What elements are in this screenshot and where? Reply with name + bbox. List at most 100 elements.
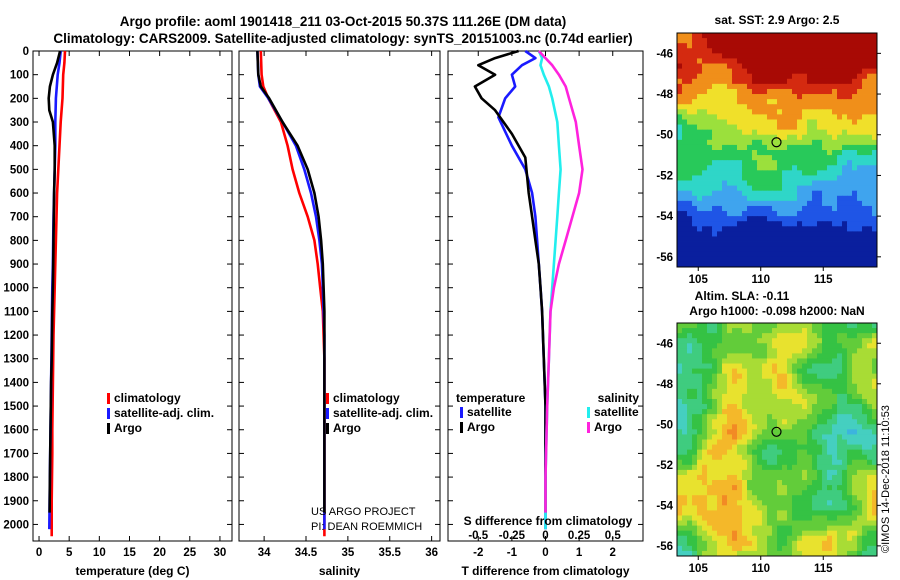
map-cell (837, 124, 843, 131)
map-cell (752, 99, 758, 105)
map-cell (857, 348, 863, 354)
map-cell (712, 195, 718, 202)
map-cell (782, 393, 788, 400)
map-cell (687, 520, 693, 527)
map-y-tick-label: -46 (656, 48, 673, 60)
map-cell (802, 246, 808, 253)
map-cell (782, 485, 788, 491)
map-cell (857, 444, 863, 451)
map-cell (817, 388, 823, 395)
map-cell (682, 160, 688, 166)
map-cell (687, 429, 693, 435)
map-cell (872, 429, 878, 435)
map-cell (792, 323, 798, 329)
map-cell (822, 393, 828, 400)
map-cell (712, 226, 718, 232)
map-cell (687, 439, 693, 445)
map-cell (837, 323, 843, 329)
map-cell (727, 246, 733, 253)
map-cell (697, 211, 703, 217)
map-cell (822, 449, 828, 456)
map-cell (727, 409, 733, 415)
map-cell (762, 63, 768, 70)
map-cell (762, 439, 768, 445)
map-cell (847, 246, 853, 253)
x-tick-label: 20 (153, 547, 166, 559)
map-cell (727, 88, 733, 95)
map-cell (817, 338, 823, 344)
map-cell (722, 109, 728, 115)
map-cell (767, 33, 773, 39)
series-line-temperature-argo (473, 49, 547, 513)
map-cell (852, 363, 858, 369)
map-cell (822, 53, 828, 59)
map-cell (762, 333, 768, 339)
map-cell (742, 328, 748, 334)
map-cell (682, 190, 688, 197)
map-cell (697, 109, 703, 115)
map-cell (727, 175, 733, 181)
map-cell (722, 216, 728, 222)
map-cell (782, 378, 788, 385)
map-cell (852, 226, 858, 232)
map-cell (812, 393, 818, 400)
map-cell (782, 439, 788, 445)
map-cell (822, 383, 828, 390)
map-cell (742, 378, 748, 385)
map-cell (842, 343, 848, 349)
map-cell (752, 155, 758, 161)
map-cell (807, 83, 813, 90)
map-cell (867, 78, 873, 85)
map-cell (707, 190, 713, 197)
map-cell (787, 150, 793, 156)
map-cell (707, 515, 713, 521)
map-cell (812, 459, 818, 466)
map-cell (697, 368, 703, 375)
map-cell (787, 139, 793, 146)
map-cell (812, 429, 818, 435)
map-frame (676, 322, 878, 557)
map-cell (687, 160, 693, 166)
map-cell (697, 155, 703, 161)
map-cell (782, 490, 788, 496)
map-cell (762, 474, 768, 481)
map-cell (847, 134, 853, 141)
map-cell (827, 43, 833, 49)
map-cell (707, 525, 713, 532)
map-cell (747, 429, 753, 435)
map-cell (822, 338, 828, 344)
map-cell (807, 439, 813, 445)
map-cell (842, 545, 848, 552)
map-cell (687, 449, 693, 456)
map-cell (782, 63, 788, 70)
map-cell (842, 104, 848, 110)
map-cell (862, 226, 868, 232)
map-cell (767, 328, 773, 334)
map-cell (682, 73, 688, 80)
map-cell (872, 144, 878, 151)
map-cell (757, 226, 763, 232)
map-cell (767, 83, 773, 90)
map-cell (857, 409, 863, 415)
map-cell (777, 38, 783, 44)
map-cell (822, 434, 828, 440)
map-cell (787, 550, 793, 557)
map-cell (847, 256, 853, 263)
map-cell (687, 119, 693, 125)
legend-swatch (326, 423, 329, 434)
map-cell (722, 323, 728, 329)
map-cell (722, 104, 728, 110)
map-cell (782, 525, 788, 532)
map-cell (812, 510, 818, 516)
map-cell (847, 241, 853, 248)
map-cell (797, 205, 803, 212)
map-cell (832, 469, 838, 476)
map-cell (832, 256, 838, 263)
map-cell (702, 246, 708, 253)
map-cell (857, 500, 863, 506)
x-tick-label-salinity: -0.25 (499, 530, 526, 542)
map-cell (702, 68, 708, 75)
map-cell (867, 383, 873, 390)
map-cell (697, 363, 703, 369)
map-cell (847, 505, 853, 511)
